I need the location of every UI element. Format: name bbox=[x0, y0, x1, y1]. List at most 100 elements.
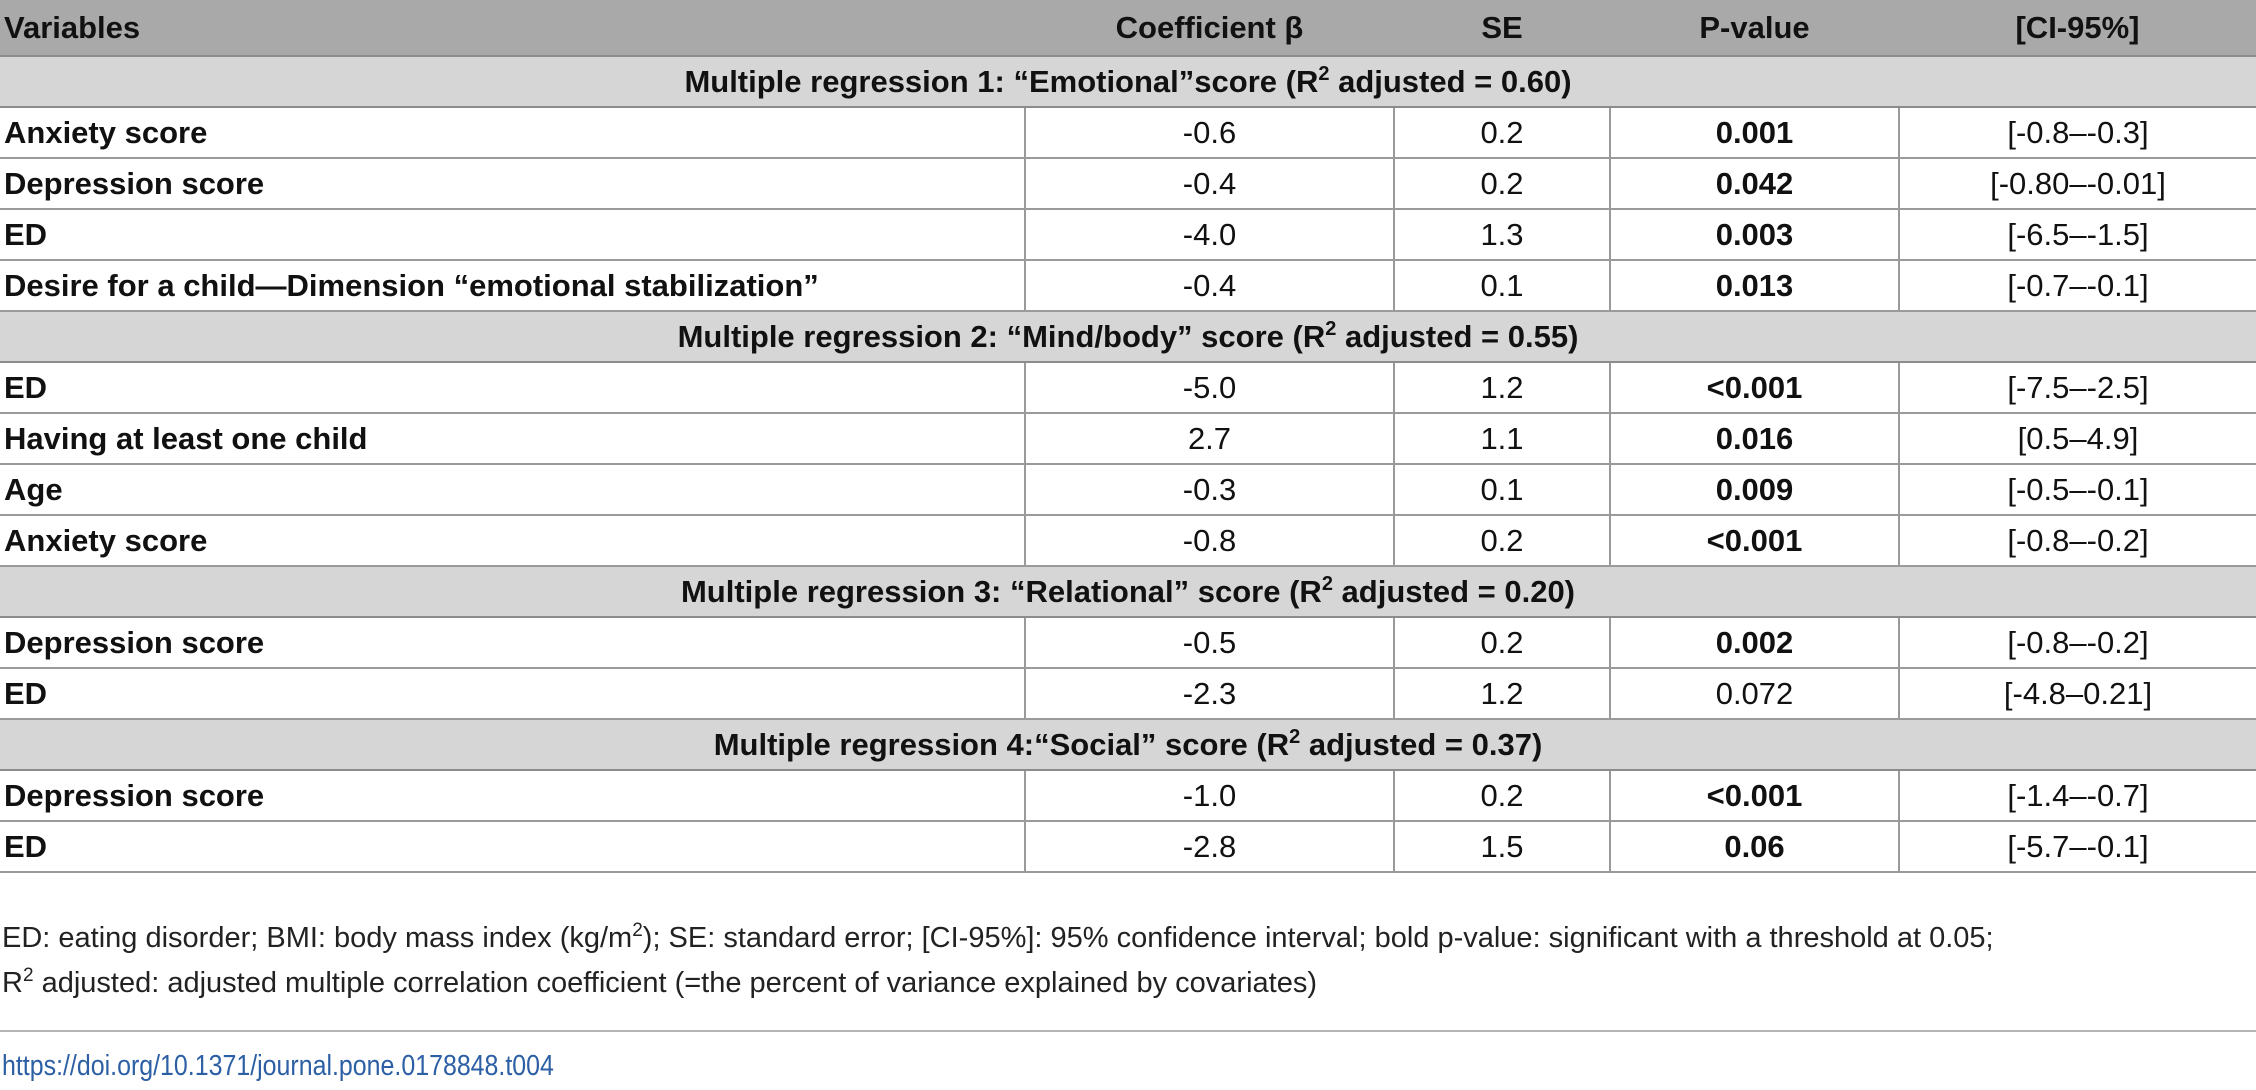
group-title-superscript: 2 bbox=[1325, 317, 1337, 340]
doi-link[interactable]: https://doi.org/10.1371/journal.pone.017… bbox=[2, 1050, 554, 1082]
group-title: Multiple regression 1: “Emotional”score … bbox=[0, 55, 2256, 108]
group-title-text: Multiple regression 2: “Mind/body” score… bbox=[677, 318, 1326, 354]
cell-variable: ED bbox=[0, 668, 1025, 720]
footnote-divider bbox=[0, 1030, 2256, 1032]
cell-pvalue: <0.001 bbox=[1609, 515, 1899, 567]
cell-se: 0.1 bbox=[1393, 260, 1610, 312]
cell-coefficient: -0.8 bbox=[1024, 515, 1394, 567]
table-row: Desire for a child—Dimension “emotional … bbox=[0, 260, 2256, 312]
regression-group-header: Multiple regression 2: “Mind/body” score… bbox=[0, 310, 2256, 363]
cell-ci: [-5.7–-0.1] bbox=[1898, 821, 2256, 873]
table-row: Depression score -1.0 0.2 <0.001 [-1.4–-0.7] bbox=[0, 770, 2256, 822]
cell-se: 1.3 bbox=[1393, 209, 1610, 261]
cell-pvalue: 0.072 bbox=[1609, 668, 1899, 720]
cell-se: 0.2 bbox=[1393, 770, 1610, 822]
cell-variable: Age bbox=[0, 464, 1025, 516]
table-header-row: Variables Coefficient β SE P-value [CI-9… bbox=[0, 0, 2256, 57]
column-header-ci: [CI-95%] bbox=[1899, 0, 2256, 57]
cell-pvalue: 0.013 bbox=[1609, 260, 1899, 312]
cell-se: 0.2 bbox=[1393, 107, 1610, 159]
cell-coefficient: -4.0 bbox=[1024, 209, 1394, 261]
cell-ci: [-0.8–-0.2] bbox=[1898, 617, 2256, 669]
cell-coefficient: -0.4 bbox=[1024, 260, 1394, 312]
cell-coefficient: -0.5 bbox=[1024, 617, 1394, 669]
table-row: Depression score -0.5 0.2 0.002 [-0.8–-0.2] bbox=[0, 617, 2256, 669]
cell-ci: [-0.5–-0.1] bbox=[1898, 464, 2256, 516]
group-title-text: adjusted = 0.55) bbox=[1336, 318, 1579, 354]
column-header-pvalue: P-value bbox=[1610, 0, 1899, 57]
table-row: ED -4.0 1.3 0.003 [-6.5–-1.5] bbox=[0, 209, 2256, 261]
cell-pvalue: 0.003 bbox=[1609, 209, 1899, 261]
group-title-text: Multiple regression 3: “Relational” scor… bbox=[680, 573, 1322, 609]
regression-table: Variables Coefficient β SE P-value [CI-9… bbox=[0, 0, 2256, 873]
cell-pvalue: <0.001 bbox=[1609, 362, 1899, 414]
group-title: Multiple regression 3: “Relational” scor… bbox=[0, 565, 2256, 618]
footnote-line-1: ED: eating disorder; BMI: body mass inde… bbox=[2, 916, 2252, 961]
cell-coefficient: -2.3 bbox=[1024, 668, 1394, 720]
group-title-text: Multiple regression 1: “Emotional”score … bbox=[684, 63, 1319, 99]
cell-se: 0.2 bbox=[1393, 617, 1610, 669]
cell-coefficient: -2.8 bbox=[1024, 821, 1394, 873]
cell-coefficient: 2.7 bbox=[1024, 413, 1394, 465]
column-header-se: SE bbox=[1394, 0, 1610, 57]
cell-se: 0.1 bbox=[1393, 464, 1610, 516]
table-row: ED -2.3 1.2 0.072 [-4.8–0.21] bbox=[0, 668, 2256, 720]
regression-group-header: Multiple regression 4:“Social” score (R2… bbox=[0, 718, 2256, 771]
cell-variable: ED bbox=[0, 362, 1025, 414]
cell-pvalue: 0.042 bbox=[1609, 158, 1899, 210]
table-row: Anxiety score -0.8 0.2 <0.001 [-0.8–-0.2] bbox=[0, 515, 2256, 567]
cell-coefficient: -5.0 bbox=[1024, 362, 1394, 414]
cell-se: 1.5 bbox=[1393, 821, 1610, 873]
cell-ci: [-6.5–-1.5] bbox=[1898, 209, 2256, 261]
cell-variable: Depression score bbox=[0, 158, 1025, 210]
table-body: Multiple regression 1: “Emotional”score … bbox=[0, 55, 2256, 873]
group-title-superscript: 2 bbox=[1289, 725, 1301, 748]
footnote-text: R bbox=[2, 967, 23, 999]
group-title-text: adjusted = 0.37) bbox=[1300, 726, 1543, 762]
footnote-text: ); SE: standard error; [CI-95%]: 95% con… bbox=[642, 922, 1994, 954]
cell-ci: [0.5–4.9] bbox=[1898, 413, 2256, 465]
cell-pvalue: 0.001 bbox=[1609, 107, 1899, 159]
cell-ci: [-7.5–-2.5] bbox=[1898, 362, 2256, 414]
cell-ci: [-0.8–-0.3] bbox=[1898, 107, 2256, 159]
cell-ci: [-0.7–-0.1] bbox=[1898, 260, 2256, 312]
cell-variable: Depression score bbox=[0, 617, 1025, 669]
cell-ci: [-0.8–-0.2] bbox=[1898, 515, 2256, 567]
footnote-superscript: 2 bbox=[22, 965, 34, 986]
cell-pvalue: <0.001 bbox=[1609, 770, 1899, 822]
table-row: Depression score -0.4 0.2 0.042 [-0.80–-0.01… bbox=[0, 158, 2256, 210]
footnote-superscript: 2 bbox=[632, 920, 643, 941]
column-header-variables: Variables bbox=[0, 0, 1025, 57]
cell-variable: ED bbox=[0, 821, 1025, 873]
cell-variable: Having at least one child bbox=[0, 413, 1025, 465]
table-row: Anxiety score -0.6 0.2 0.001 [-0.8–-0.3] bbox=[0, 107, 2256, 159]
group-title: Multiple regression 2: “Mind/body” score… bbox=[0, 310, 2256, 363]
group-title-text: adjusted = 0.60) bbox=[1329, 63, 1572, 99]
cell-ci: [-0.80–-0.01] bbox=[1898, 158, 2256, 210]
footnote-text: adjusted: adjusted multiple correlation … bbox=[33, 967, 1317, 999]
table-row: ED -2.8 1.5 0.06 [-5.7–-0.1] bbox=[0, 821, 2256, 873]
column-header-coefficient: Coefficient β bbox=[1025, 0, 1394, 57]
cell-se: 1.2 bbox=[1393, 668, 1610, 720]
cell-pvalue: 0.016 bbox=[1609, 413, 1899, 465]
cell-se: 1.2 bbox=[1393, 362, 1610, 414]
cell-ci: [-4.8–0.21] bbox=[1898, 668, 2256, 720]
cell-pvalue: 0.06 bbox=[1609, 821, 1899, 873]
cell-coefficient: -0.6 bbox=[1024, 107, 1394, 159]
group-title: Multiple regression 4:“Social” score (R2… bbox=[0, 718, 2256, 771]
table-row: ED -5.0 1.2 <0.001 [-7.5–-2.5] bbox=[0, 362, 2256, 414]
cell-coefficient: -0.3 bbox=[1024, 464, 1394, 516]
group-title-superscript: 2 bbox=[1321, 572, 1333, 595]
cell-variable: Depression score bbox=[0, 770, 1025, 822]
cell-se: 0.2 bbox=[1393, 515, 1610, 567]
cell-variable: Anxiety score bbox=[0, 107, 1025, 159]
cell-variable: Anxiety score bbox=[0, 515, 1025, 567]
cell-coefficient: -1.0 bbox=[1024, 770, 1394, 822]
footnote-line-2: R2 adjusted: adjusted multiple correlati… bbox=[2, 961, 2252, 1006]
cell-pvalue: 0.009 bbox=[1609, 464, 1899, 516]
cell-se: 0.2 bbox=[1393, 158, 1610, 210]
group-title-superscript: 2 bbox=[1318, 62, 1330, 85]
table-footnote: ED: eating disorder; BMI: body mass inde… bbox=[2, 916, 2252, 1006]
group-title-text: Multiple regression 4:“Social” score (R bbox=[713, 726, 1290, 762]
table-row: Having at least one child 2.7 1.1 0.016 [0.5… bbox=[0, 413, 2256, 465]
